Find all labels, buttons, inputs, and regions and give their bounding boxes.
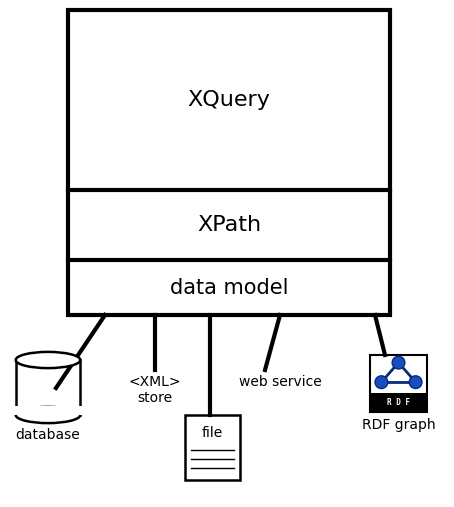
Text: XPath: XPath <box>197 215 261 235</box>
Ellipse shape <box>392 356 405 369</box>
Ellipse shape <box>16 407 80 423</box>
Text: <XML>
store: <XML> store <box>129 375 181 405</box>
Ellipse shape <box>375 376 388 388</box>
Ellipse shape <box>16 352 80 368</box>
Text: R D F: R D F <box>387 398 410 407</box>
Text: RDF graph: RDF graph <box>362 418 436 432</box>
Ellipse shape <box>409 376 422 388</box>
Text: XQuery: XQuery <box>188 90 271 110</box>
FancyBboxPatch shape <box>185 415 240 480</box>
FancyBboxPatch shape <box>370 393 427 412</box>
FancyBboxPatch shape <box>14 406 83 415</box>
Text: file: file <box>202 426 223 440</box>
Text: database: database <box>15 428 80 442</box>
FancyBboxPatch shape <box>68 10 390 315</box>
FancyBboxPatch shape <box>370 355 427 412</box>
Text: data model: data model <box>170 277 288 298</box>
Text: web service: web service <box>239 375 321 389</box>
